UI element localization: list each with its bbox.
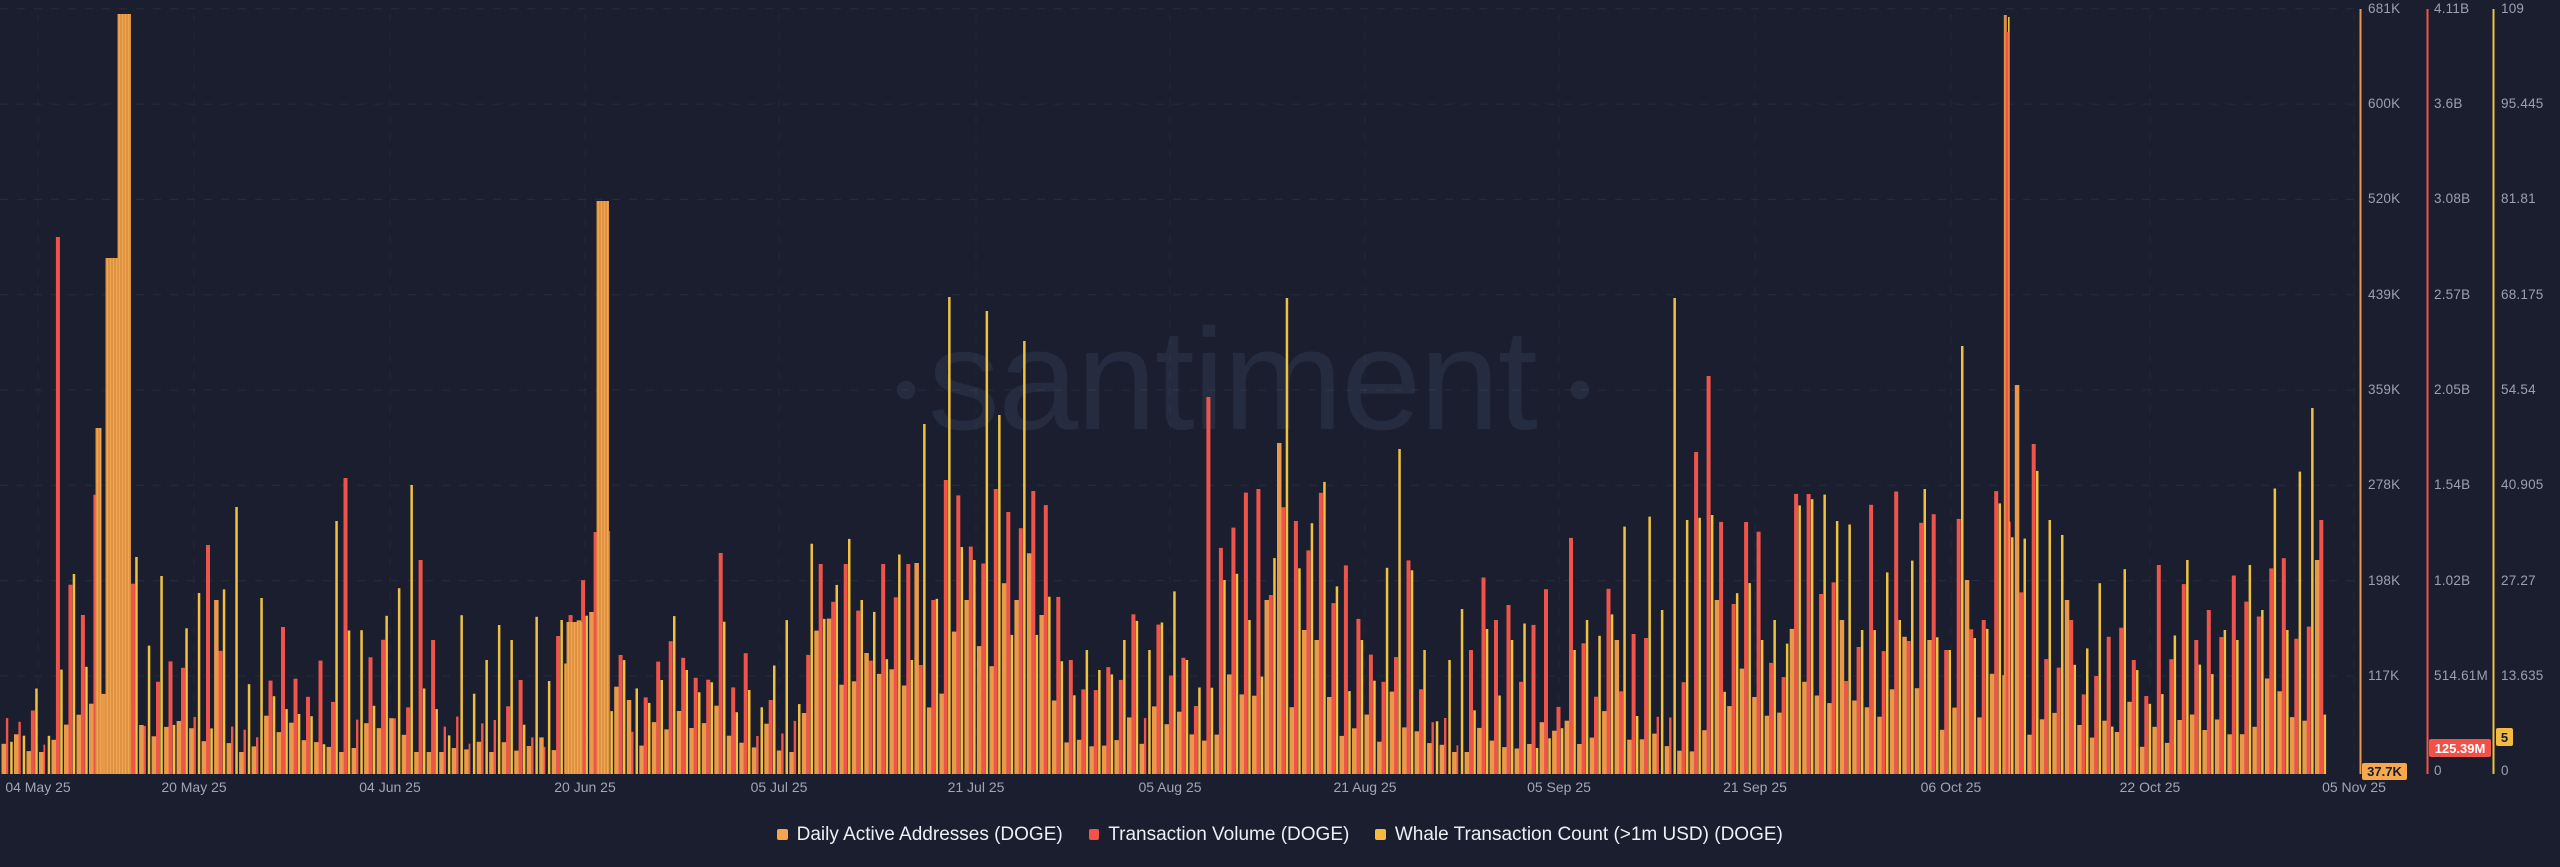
svg-text:santiment: santiment <box>928 299 1537 460</box>
